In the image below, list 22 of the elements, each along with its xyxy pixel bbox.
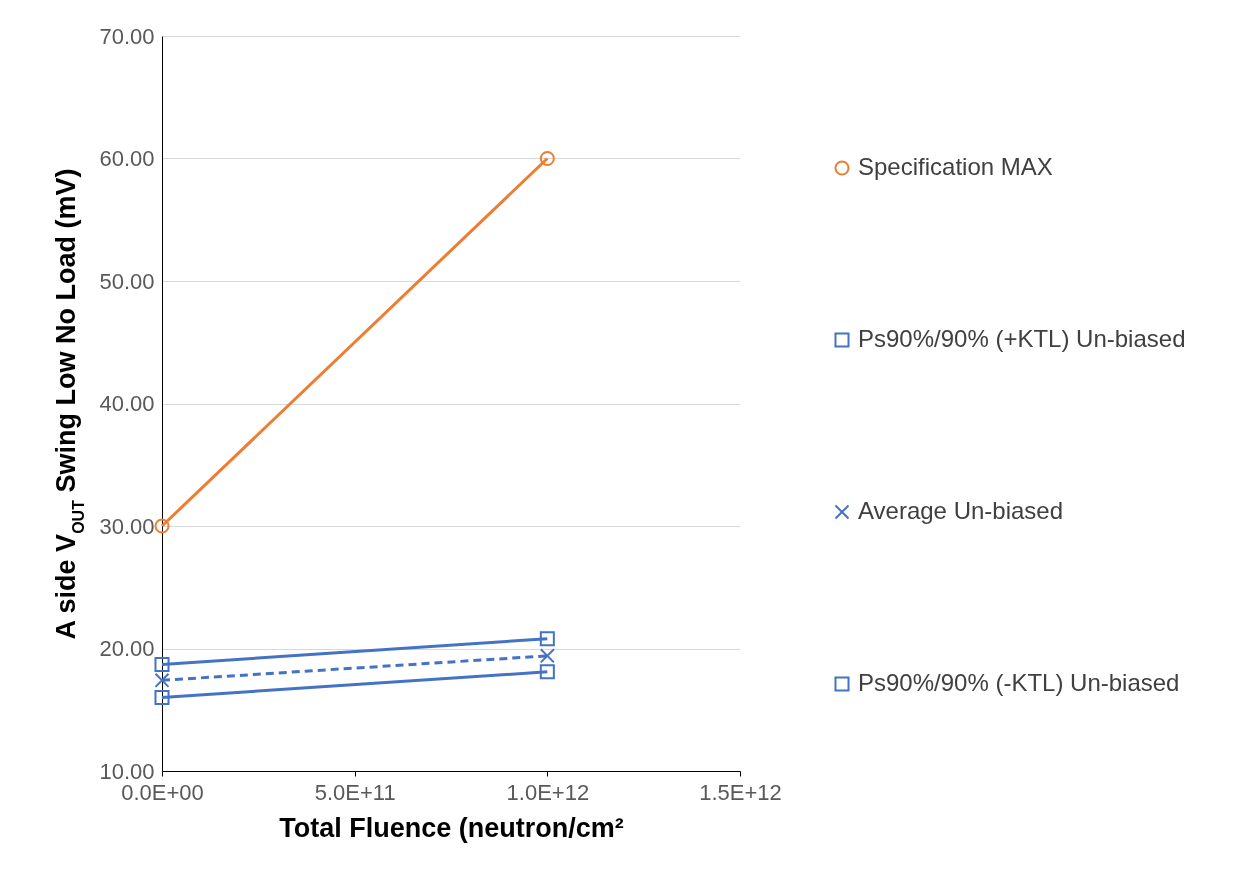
x-axis-title: Total Fluence (neutron/cm²: [279, 812, 624, 843]
x-tick-label: 1.0E+12: [506, 779, 590, 805]
point: [154, 689, 170, 706]
y-tick-label: 50.00: [99, 268, 155, 294]
point: [539, 631, 555, 647]
legend-label: Ps90%/90% (-KTL) Un-biased: [858, 669, 1180, 696]
x-tick-label: 1.5E+12: [699, 779, 782, 805]
y-tick-label: 40.00: [99, 391, 155, 416]
legend-label: Specification MAX: [858, 153, 1053, 180]
point: [539, 664, 555, 680]
y-tick-label: 30.00: [99, 513, 155, 539]
point: [539, 648, 555, 664]
point: [154, 518, 170, 534]
y-tick-label: 70.00: [99, 23, 155, 49]
x-tick-label: 5.0E+11: [314, 779, 396, 805]
legend-label: Ps90%/90% (+KTL) Un-biased: [858, 325, 1186, 352]
point: [539, 150, 555, 167]
legend-label: Average Un-biased: [858, 497, 1064, 524]
point: [154, 656, 170, 672]
y-tick-label: 20.00: [99, 636, 155, 661]
y-tick-label: 60.00: [99, 146, 155, 171]
point: [154, 672, 170, 688]
